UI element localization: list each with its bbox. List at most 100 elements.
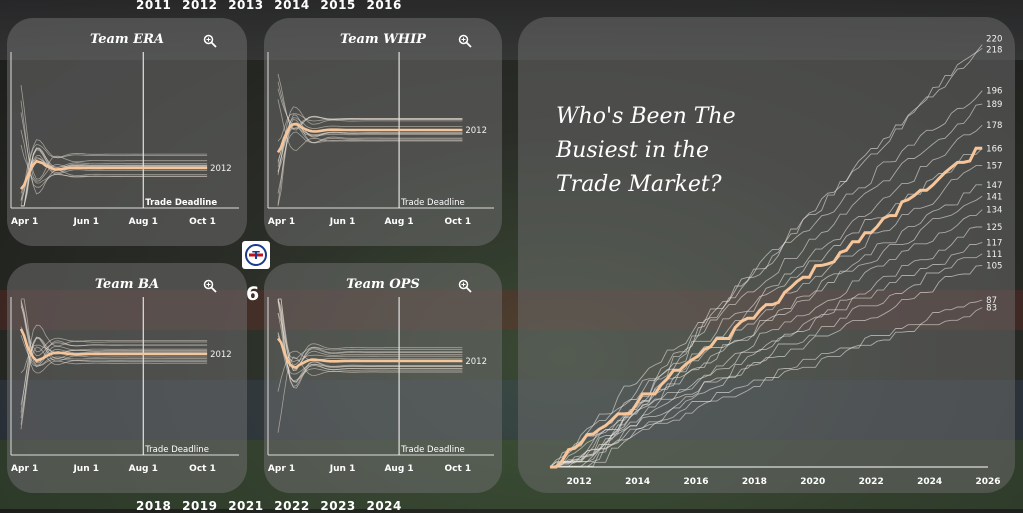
x-tick-label: Aug 1 <box>129 217 158 227</box>
year-option[interactable]: 2021 <box>228 499 264 513</box>
end-value-label: 220 <box>986 35 1002 45</box>
team-line <box>549 147 983 468</box>
end-value-label: 141 <box>986 192 1002 202</box>
team-line <box>549 241 983 468</box>
x-tick-label: Aug 1 <box>129 464 158 474</box>
team-line <box>549 253 983 468</box>
season-line <box>20 305 208 357</box>
season-line <box>21 298 208 364</box>
year-option[interactable]: 2022 <box>274 499 310 513</box>
season-line <box>277 335 463 363</box>
season-line <box>20 100 208 195</box>
team-line <box>550 195 983 468</box>
metric-chart: 2012 Trade Deadline Apr 1 Jun 1 Aug 1 Oct 1 <box>10 52 239 227</box>
end-value-label: 83 <box>986 304 997 314</box>
trade-deadline-label: Trade Deadline <box>400 445 465 455</box>
team-line <box>549 307 983 468</box>
end-value-label: 125 <box>986 223 1002 233</box>
ops-panel: Team OPS 2012 Trade Deadline Apr 1 Jun 1 Aug… <box>264 263 502 493</box>
end-value-label: 117 <box>986 238 1002 248</box>
year-option[interactable]: 2023 <box>320 499 356 513</box>
highlight-season-line <box>19 159 208 190</box>
season-line <box>277 106 463 176</box>
end-value-label: 189 <box>986 100 1002 110</box>
x-tick-label: Oct 1 <box>444 464 471 474</box>
team-line <box>550 299 983 468</box>
season-line <box>20 143 208 201</box>
headline: Who's Been The Busiest in the Trade Mark… <box>556 100 796 202</box>
x-tick-label: 2014 <box>625 477 650 487</box>
x-tick-label: 2016 <box>683 477 708 487</box>
end-value-label: 178 <box>986 121 1002 131</box>
season-line <box>20 344 208 374</box>
year-option[interactable]: 2011 <box>136 0 172 12</box>
year-option[interactable]: 2014 <box>274 0 310 12</box>
x-tick-label: Oct 1 <box>189 464 216 474</box>
season-line <box>277 333 463 382</box>
season-line <box>277 298 463 387</box>
season-line <box>20 158 208 194</box>
year-option[interactable]: 2019 <box>182 499 218 513</box>
headline-line: Busiest in the <box>556 138 710 163</box>
x-tick-label: Apr 1 <box>268 464 295 474</box>
season-line <box>277 124 463 194</box>
ba-panel: Team BA 2012 Trade Deadline Apr 1 Jun 1 Aug … <box>7 263 247 493</box>
x-tick-label: Apr 1 <box>11 217 38 227</box>
season-line <box>278 298 463 366</box>
zoom-icon[interactable] <box>203 278 217 293</box>
year-option[interactable]: 2015 <box>320 0 356 12</box>
svg-text:T: T <box>252 249 260 262</box>
season-line <box>277 298 463 389</box>
zoom-icon[interactable] <box>203 33 217 48</box>
panel-title: Team OPS <box>346 277 420 292</box>
team-line <box>550 48 983 468</box>
season-line <box>20 299 208 363</box>
season-line <box>278 298 463 372</box>
metric-chart: 2012 Trade Deadline Apr 1 Jun 1 Aug 1 Oct 1 <box>267 52 494 227</box>
year-option[interactable]: 2012 <box>182 0 218 12</box>
season-line <box>20 112 208 182</box>
end-value-label: 157 <box>986 162 1002 172</box>
season-line <box>277 300 463 370</box>
season-line <box>20 129 208 188</box>
x-tick-label: Jun 1 <box>72 464 99 474</box>
x-tick-label: 2012 <box>567 477 592 487</box>
team-line <box>550 165 983 468</box>
x-tick-label: Jun 1 <box>329 464 356 474</box>
year-option[interactable]: 2024 <box>366 499 402 513</box>
season-line <box>20 335 208 367</box>
season-line <box>277 356 463 433</box>
x-tick-label: 2018 <box>742 477 767 487</box>
metric-chart: 2012 Trade Deadline Apr 1 Jun 1 Aug 1 Oct 1 <box>267 297 494 474</box>
trade-count-panel: 2012 2014 2016 2018 2020 2022 2024 2026 220 218 19… <box>518 17 1015 493</box>
team-line <box>550 226 983 468</box>
x-tick-label: Jun 1 <box>329 217 356 227</box>
x-tick-label: 2022 <box>859 477 884 487</box>
end-value-label: 166 <box>986 144 1002 154</box>
season-line <box>20 326 208 374</box>
end-value-label: 111 <box>986 250 1002 260</box>
x-tick-label: Apr 1 <box>11 464 38 474</box>
end-value-label: 105 <box>986 261 1002 271</box>
year-option[interactable]: 2016 <box>366 0 402 12</box>
zoom-icon[interactable] <box>458 33 472 48</box>
headline-line: Trade Market? <box>556 172 722 197</box>
x-tick-label: Oct 1 <box>444 217 471 227</box>
team-line <box>549 44 983 468</box>
headline-line: Who's Been The <box>556 104 736 129</box>
end-value-label: 87 <box>986 296 997 306</box>
zoom-icon[interactable] <box>458 278 472 293</box>
trade-deadline-label: Trade Deadline <box>145 198 217 208</box>
series-end-label: 2012 <box>465 357 487 367</box>
x-tick-label: Apr 1 <box>268 217 295 227</box>
year-selector-top: 2011 2012 2013 2014 2015 2016 <box>136 0 408 12</box>
x-tick-label: 2020 <box>800 477 825 487</box>
year-option[interactable]: 2018 <box>136 499 172 513</box>
year-option[interactable]: 2013 <box>228 0 264 12</box>
x-tick-label: 2026 <box>975 477 1000 487</box>
x-tick-label: Oct 1 <box>189 217 216 227</box>
highlight-season-line <box>276 122 463 154</box>
season-line <box>277 298 463 371</box>
season-line <box>277 123 463 167</box>
series-end-label: 2012 <box>465 126 487 136</box>
